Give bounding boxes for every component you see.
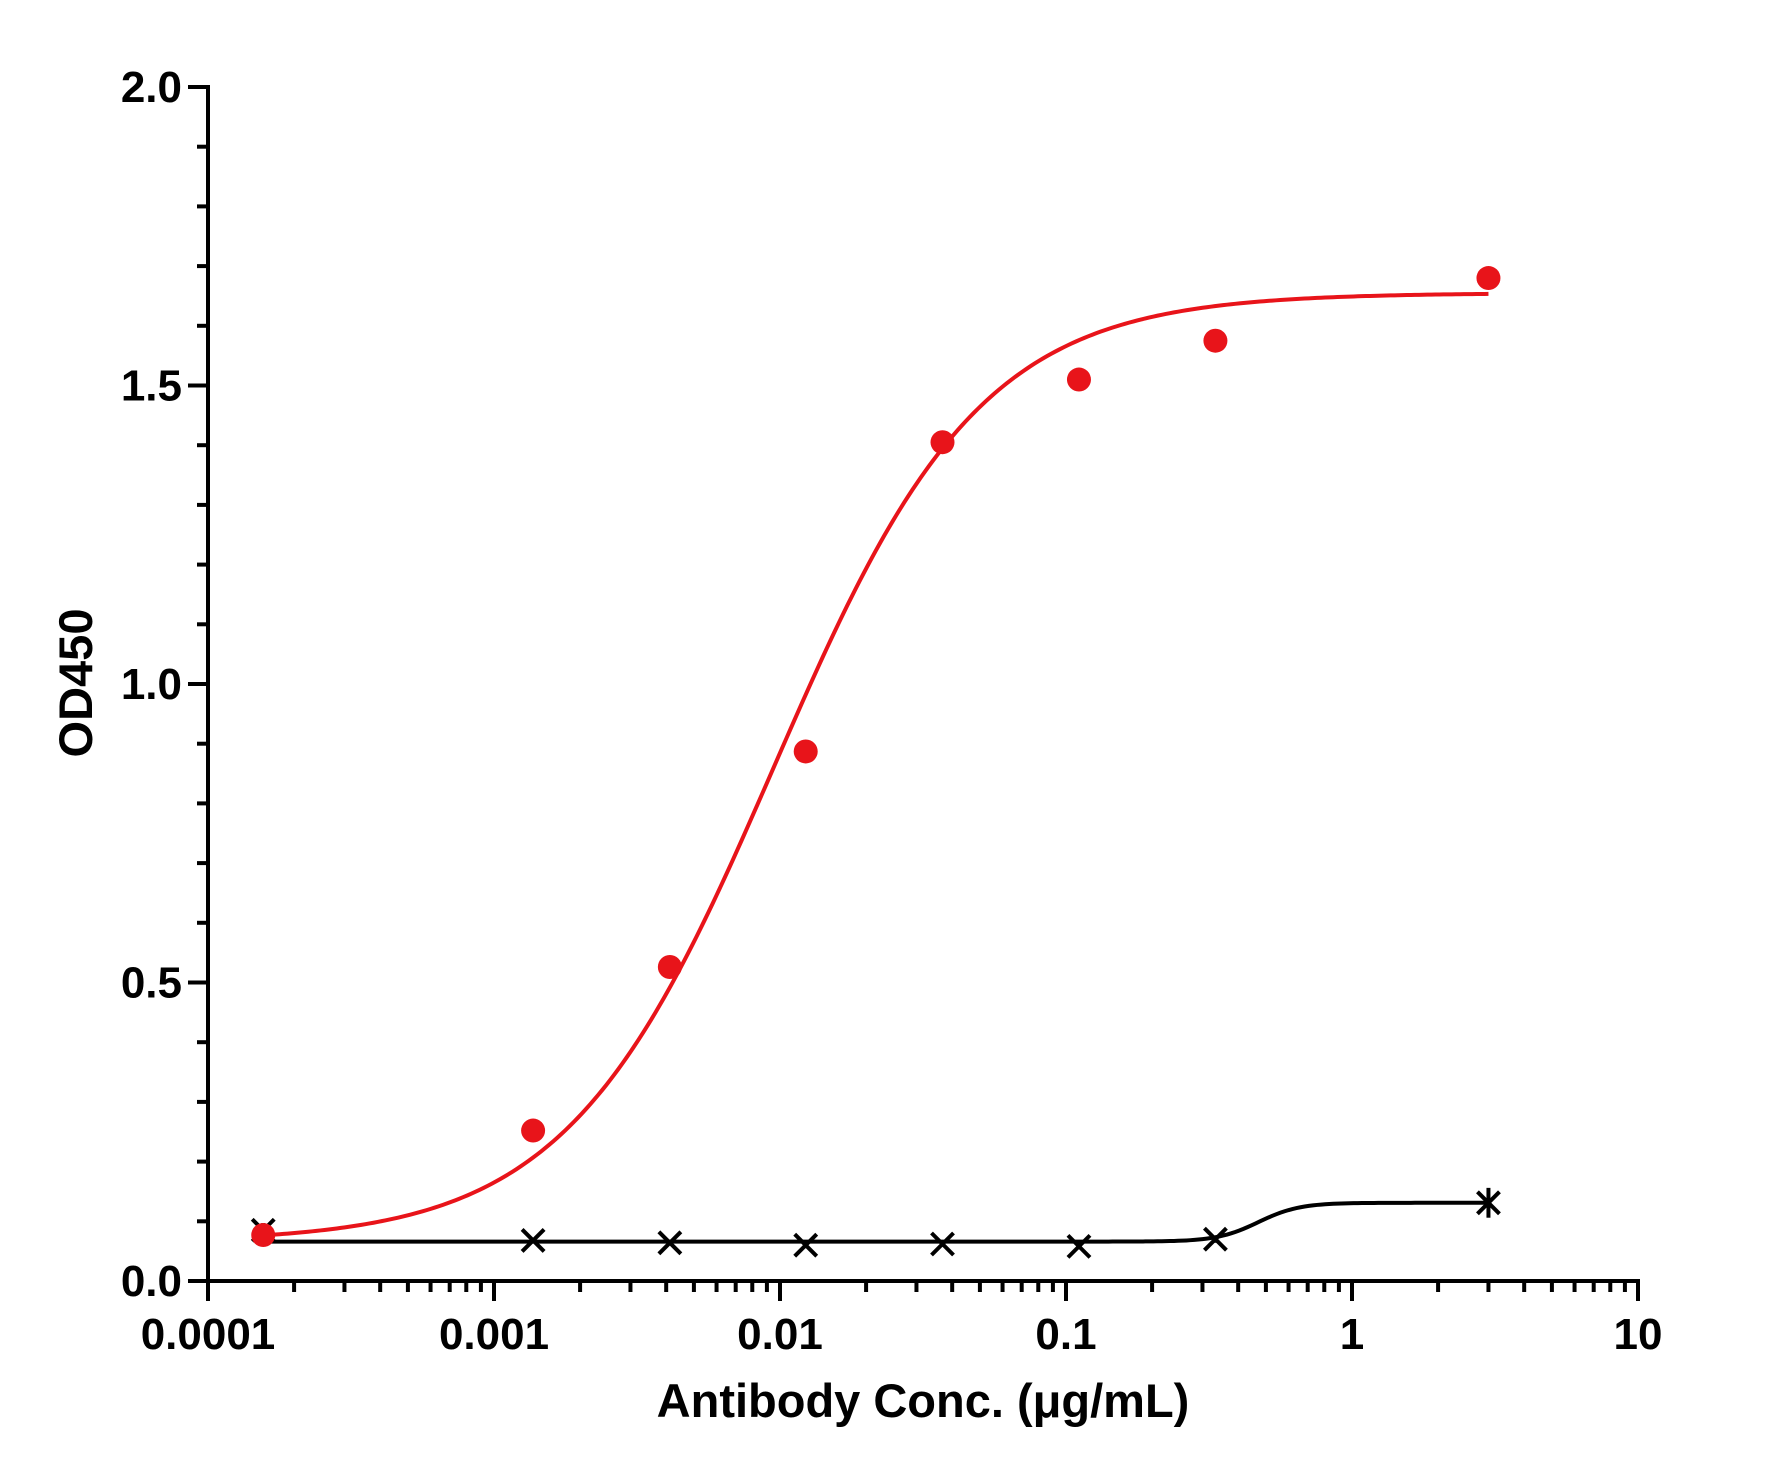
data-point-series-2 xyxy=(657,1230,683,1256)
data-points xyxy=(250,266,1501,1259)
y-tick-label: 1.5 xyxy=(121,362,182,411)
data-point-series-1 xyxy=(657,954,682,979)
axes: 0.0 0.5 1.0 1.5 2.0 0.0001 0.001 0.01 0.1 1 10 xyxy=(121,63,1663,1359)
data-point-series-2 xyxy=(1066,1233,1092,1259)
x-tick-label: 0.01 xyxy=(737,1310,823,1359)
data-point-series-2 xyxy=(930,1231,955,1257)
x-tick-label: 10 xyxy=(1614,1310,1663,1359)
x-tick-label: 0.0001 xyxy=(141,1310,276,1359)
data-point-series-2 xyxy=(1203,1226,1228,1252)
data-point-series-1 xyxy=(930,430,955,455)
data-point-series-1 xyxy=(1066,367,1091,392)
data-point-series-2 xyxy=(793,1232,819,1258)
x-axis-title: Antibody Conc. (μg/mL) xyxy=(657,1374,1190,1427)
data-point-series-1 xyxy=(793,739,818,764)
data-point-series-2 xyxy=(520,1227,546,1253)
x-tick-label: 1 xyxy=(1340,1310,1364,1359)
fit-curve-series-2 xyxy=(263,1200,1489,1244)
x-tick-label: 0.1 xyxy=(1035,1310,1096,1359)
y-axis-title: OD450 xyxy=(49,609,102,758)
data-point-series-2 xyxy=(1476,1187,1501,1218)
fit-curves xyxy=(263,291,1489,1244)
data-point-series-1 xyxy=(521,1118,546,1143)
y-tick-label: 0.5 xyxy=(121,959,182,1008)
x-tick-label: 0.001 xyxy=(439,1310,549,1359)
data-point-series-1 xyxy=(1203,328,1228,353)
data-point-series-1 xyxy=(1476,266,1501,291)
data-point-series-1 xyxy=(251,1223,276,1248)
y-tick-label: 1.0 xyxy=(121,660,182,709)
y-tick-label: 0.0 xyxy=(121,1257,182,1306)
fit-curve-series-1 xyxy=(263,291,1489,1238)
y-tick-label: 2.0 xyxy=(121,63,182,112)
